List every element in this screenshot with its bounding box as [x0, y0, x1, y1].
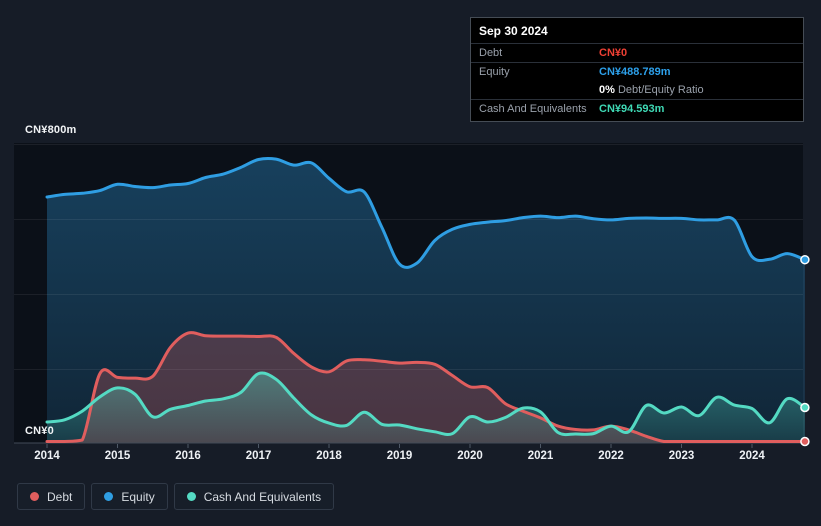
legend: Debt Equity Cash And Equivalents [17, 483, 335, 510]
x-axis-label: 2016 [175, 450, 201, 462]
legend-label-equity: Equity [121, 489, 155, 504]
x-axis-label: 2021 [527, 450, 554, 462]
tooltip-debt-label: Debt [479, 47, 503, 59]
tooltip-panel: Sep 30 2024 Debt CN¥0 Equity CN¥488.789m… [470, 17, 804, 122]
legend-item-debt[interactable]: Debt [17, 483, 86, 510]
legend-item-cash[interactable]: Cash And Equivalents [173, 483, 335, 510]
tooltip-cash-label: Cash And Equivalents [479, 103, 587, 115]
x-axis-label: 2023 [668, 450, 695, 462]
legend-label-debt: Debt [47, 489, 73, 504]
cash-and-equivalents-line [45, 371, 807, 437]
debt-endpoint-dot [800, 436, 810, 447]
x-axis-label: 2017 [245, 450, 272, 462]
x-axis-label: 2015 [104, 450, 131, 462]
cash-legend-dot-icon [186, 492, 196, 501]
equity-area [47, 158, 805, 443]
x-axis-label: 2024 [739, 450, 765, 462]
tooltip-cash-value: CN¥94.593m [599, 103, 665, 115]
y-axis-label-zero: CN¥0 [25, 425, 54, 437]
legend-label-cash: Cash And Equivalents [203, 489, 322, 504]
equity-legend-dot-icon [104, 492, 114, 501]
tooltip-debt-value: CN¥0 [599, 47, 628, 59]
debt-line [45, 331, 807, 443]
tooltip-date: Sep 30 2024 [471, 18, 803, 44]
legend-item-equity[interactable]: Equity [91, 483, 168, 510]
x-axis-label: 2020 [457, 450, 483, 462]
x-axis-label: 2014 [34, 450, 60, 462]
x-axis-label: 2019 [386, 450, 413, 462]
y-axis-label-max: CN¥800m [25, 124, 77, 136]
x-axis-label: 2022 [598, 450, 624, 462]
cash-and-equivalents-area [47, 372, 805, 443]
debt-legend-dot-icon [30, 492, 39, 501]
tooltip-equity-label: Equity [479, 66, 510, 78]
equity-endpoint-dot [800, 254, 810, 265]
cash-and-equivalents-endpoint-dot [800, 402, 810, 413]
tooltip-ratio: 0% Debt/Equity Ratio [599, 84, 704, 96]
x-axis-label: 2018 [316, 450, 342, 462]
tooltip-equity-value: CN¥488.789m [599, 66, 671, 78]
equity-line [45, 156, 807, 269]
